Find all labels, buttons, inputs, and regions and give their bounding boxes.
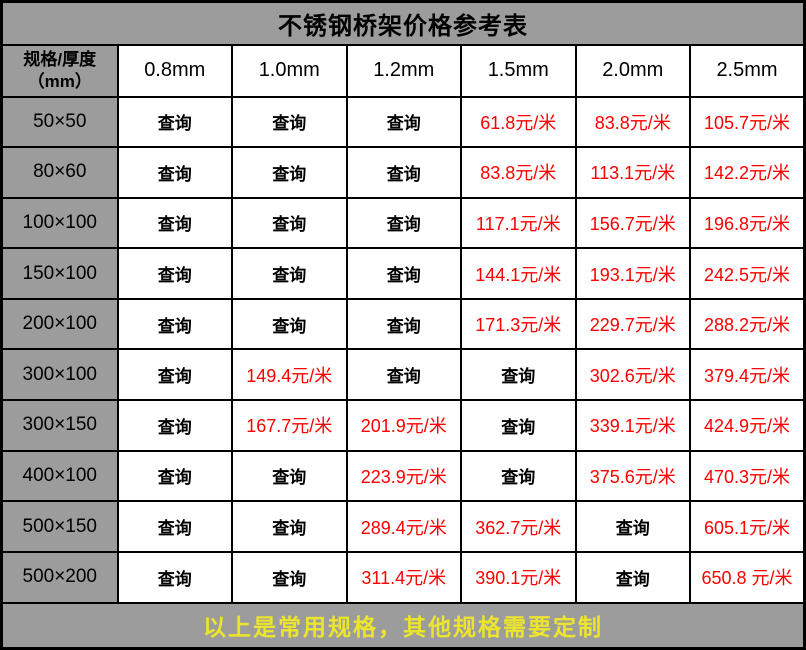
query-cell: 查询 [231, 196, 348, 250]
spec-cell: 500×200 [0, 550, 119, 604]
price-cell: 201.9元/米 [345, 399, 462, 452]
table-row: 500×200 查询 查询 311.4元/米 390.1元/米 查询 650.8… [0, 550, 806, 604]
price-cell: 113.1元/米 [574, 146, 691, 199]
col-header-5: 2.5mm [689, 43, 806, 98]
query-cell: 查询 [574, 500, 691, 553]
price-cell: 83.8元/米 [460, 146, 577, 199]
query-cell: 查询 [116, 297, 233, 351]
query-cell: 查询 [116, 348, 233, 402]
table-row: 500×150 查询 查询 289.4元/米 362.7元/米 查询 605.1… [0, 500, 806, 553]
price-cell: 390.1元/米 [460, 550, 577, 604]
query-cell: 查询 [231, 146, 348, 199]
spec-cell: 500×150 [0, 500, 119, 553]
table-row: 100×100 查询 查询 查询 117.1元/米 156.7元/米 196.8… [0, 196, 806, 250]
spec-cell: 150×100 [0, 247, 119, 300]
table-row: 200×100 查询 查询 查询 171.3元/米 229.7元/米 288.2… [0, 297, 806, 351]
table-row: 300×100 查询 149.4元/米 查询 查询 302.6元/米 379.4… [0, 348, 806, 402]
query-cell: 查询 [116, 449, 233, 503]
price-cell: 223.9元/米 [345, 449, 462, 503]
price-cell: 61.8元/米 [460, 95, 577, 149]
query-cell: 查询 [345, 196, 462, 250]
title-row: 不锈钢桥架价格参考表 [0, 0, 806, 46]
query-cell: 查询 [116, 146, 233, 199]
corner-header-line1: 规格/厚度 [23, 50, 97, 70]
query-cell: 查询 [116, 550, 233, 604]
price-cell: 375.6元/米 [574, 449, 691, 503]
price-cell: 83.8元/米 [574, 95, 691, 149]
price-cell: 117.1元/米 [460, 196, 577, 250]
query-cell: 查询 [460, 348, 577, 402]
price-cell: 650.8 元/米 [689, 550, 806, 604]
table-row: 300×150 查询 167.7元/米 201.9元/米 查询 339.1元/米… [0, 399, 806, 452]
price-cell: 193.1元/米 [574, 247, 691, 300]
price-cell: 196.8元/米 [689, 196, 806, 250]
table-row: 80×60 查询 查询 查询 83.8元/米 113.1元/米 142.2元/米 [0, 146, 806, 199]
spec-cell: 300×100 [0, 348, 119, 402]
query-cell: 查询 [231, 449, 348, 503]
price-cell: 605.1元/米 [689, 500, 806, 553]
query-cell: 查询 [116, 399, 233, 452]
query-cell: 查询 [231, 297, 348, 351]
spec-cell: 200×100 [0, 297, 119, 351]
table-title: 不锈钢桥架价格参考表 [0, 0, 806, 46]
query-cell: 查询 [345, 297, 462, 351]
price-cell: 171.3元/米 [460, 297, 577, 351]
col-header-4: 2.0mm [574, 43, 691, 98]
query-cell: 查询 [116, 247, 233, 300]
price-cell: 379.4元/米 [689, 348, 806, 402]
query-cell: 查询 [116, 95, 233, 149]
query-cell: 查询 [345, 95, 462, 149]
price-cell: 424.9元/米 [689, 399, 806, 452]
spec-cell: 300×150 [0, 399, 119, 452]
col-header-1: 1.0mm [231, 43, 348, 98]
col-header-0: 0.8mm [116, 43, 233, 98]
table-row: 400×100 查询 查询 223.9元/米 查询 375.6元/米 470.3… [0, 449, 806, 503]
price-cell: 288.2元/米 [689, 297, 806, 351]
spec-cell: 100×100 [0, 196, 119, 250]
query-cell: 查询 [231, 247, 348, 300]
query-cell: 查询 [345, 247, 462, 300]
price-cell: 229.7元/米 [574, 297, 691, 351]
spec-cell: 400×100 [0, 449, 119, 503]
col-header-3: 1.5mm [460, 43, 577, 98]
table-row: 50×50 查询 查询 查询 61.8元/米 83.8元/米 105.7元/米 [0, 95, 806, 149]
table-row: 150×100 查询 查询 查询 144.1元/米 193.1元/米 242.5… [0, 247, 806, 300]
query-cell: 查询 [574, 550, 691, 604]
price-cell: 470.3元/米 [689, 449, 806, 503]
price-cell: 311.4元/米 [345, 550, 462, 604]
query-cell: 查询 [345, 146, 462, 199]
price-cell: 149.4元/米 [231, 348, 348, 402]
footer-note: 以上是常用规格，其他规格需要定制 [0, 601, 806, 650]
query-cell: 查询 [345, 348, 462, 402]
price-cell: 362.7元/米 [460, 500, 577, 553]
header-row: 规格/厚度 （mm） 0.8mm 1.0mm 1.2mm 1.5mm 2.0mm… [0, 43, 806, 98]
price-cell: 167.7元/米 [231, 399, 348, 452]
corner-header: 规格/厚度 （mm） [0, 43, 119, 98]
price-cell: 105.7元/米 [689, 95, 806, 149]
query-cell: 查询 [116, 500, 233, 553]
spec-cell: 50×50 [0, 95, 119, 149]
query-cell: 查询 [231, 500, 348, 553]
query-cell: 查询 [231, 95, 348, 149]
col-header-2: 1.2mm [345, 43, 462, 98]
table-body: 50×50 查询 查询 查询 61.8元/米 83.8元/米 105.7元/米 … [0, 95, 806, 604]
price-cell: 142.2元/米 [689, 146, 806, 199]
price-cell: 156.7元/米 [574, 196, 691, 250]
price-cell: 242.5元/米 [689, 247, 806, 300]
footer-row: 以上是常用规格，其他规格需要定制 [0, 601, 806, 650]
corner-header-line2: （mm） [27, 71, 92, 91]
price-cell: 339.1元/米 [574, 399, 691, 452]
query-cell: 查询 [231, 550, 348, 604]
price-cell: 289.4元/米 [345, 500, 462, 553]
price-cell: 302.6元/米 [574, 348, 691, 402]
query-cell: 查询 [460, 399, 577, 452]
query-cell: 查询 [116, 196, 233, 250]
price-cell: 144.1元/米 [460, 247, 577, 300]
query-cell: 查询 [460, 449, 577, 503]
spec-cell: 80×60 [0, 146, 119, 199]
